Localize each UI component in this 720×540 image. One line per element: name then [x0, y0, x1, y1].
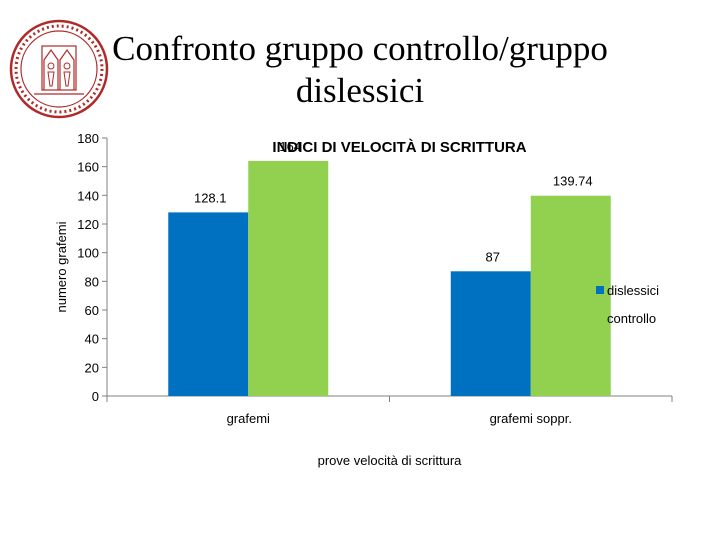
y-tick-label: 60: [85, 303, 99, 318]
data-label: 87: [486, 249, 500, 264]
y-tick-label: 120: [77, 217, 99, 232]
bar-dislessici-2: [450, 271, 531, 396]
bar-dislessici-1: [168, 212, 249, 396]
bar-controllo-2: [530, 195, 611, 396]
x-category-label: grafemi: [227, 411, 270, 426]
x-category-label: grafemi soppr.: [490, 411, 572, 426]
legend-label-dislessici: dislessici: [607, 283, 659, 298]
data-label: 128.1: [194, 190, 227, 205]
legend-label-controllo: controllo: [607, 311, 656, 326]
chart-title: INDICI DI VELOCITÀ DI SCRITTURA: [272, 139, 526, 156]
legend-swatch-controllo: [596, 314, 604, 322]
y-tick-label: 160: [77, 160, 99, 175]
y-tick-label: 100: [77, 246, 99, 261]
data-label: 164: [279, 139, 301, 154]
x-axis-title: prove velocità di scrittura: [318, 453, 463, 468]
slide-title: Confronto gruppo controllo/gruppo disles…: [0, 28, 720, 112]
y-tick-label: 140: [77, 188, 99, 203]
y-tick-label: 0: [92, 389, 99, 404]
y-tick-label: 40: [85, 332, 99, 347]
university-seal-logo: [9, 19, 109, 119]
slide-title-line-1: Confronto gruppo controllo/gruppo: [112, 29, 608, 68]
data-label: 139.74: [553, 174, 593, 189]
legend-swatch-dislessici: [596, 286, 604, 294]
y-tick-label: 180: [77, 131, 99, 146]
y-tick-label: 20: [85, 360, 99, 375]
y-axis-title: numero grafemi: [54, 221, 69, 312]
slide-title-line-2: dislessici: [295, 71, 425, 110]
bar-controllo-1: [248, 160, 329, 396]
y-tick-label: 80: [85, 274, 99, 289]
